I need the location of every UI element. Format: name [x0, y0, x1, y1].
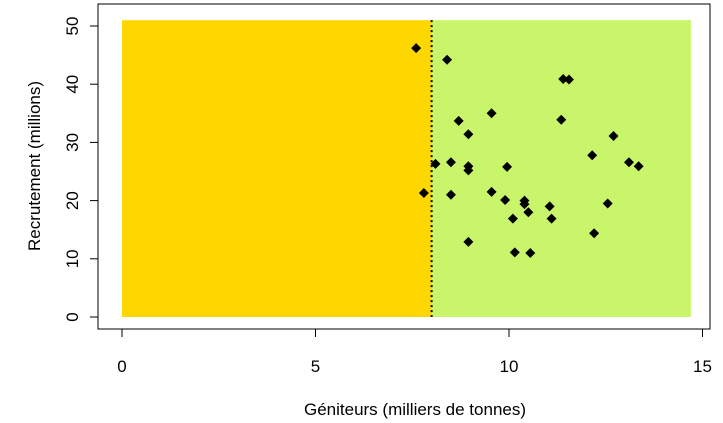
data-point: [525, 247, 536, 258]
data-point: [486, 186, 497, 197]
data-point: [608, 130, 619, 141]
data-point: [519, 199, 530, 210]
y-tick-label: 10: [63, 249, 82, 268]
y-tick-label: 50: [63, 17, 82, 36]
x-axis-title: Géniteurs (milliers de tonnes): [304, 400, 526, 419]
data-point: [463, 165, 474, 176]
data-point: [546, 213, 557, 224]
data-point: [563, 74, 574, 85]
data-point: [587, 150, 598, 161]
data-point: [445, 189, 456, 200]
y-tick-label: 20: [63, 191, 82, 210]
data-point: [589, 228, 600, 239]
data-point: [507, 213, 518, 224]
data-point: [523, 207, 534, 218]
data-point: [544, 201, 555, 212]
y-axis: 0 10 20 30 40 50: [63, 17, 98, 322]
x-tick-label: 0: [117, 357, 126, 376]
x-tick-label: 10: [500, 357, 519, 376]
data-point: [486, 108, 497, 119]
data-point: [623, 157, 634, 168]
y-tick-label: 0: [63, 312, 82, 321]
data-point: [463, 236, 474, 247]
data-point: [445, 157, 456, 168]
data-point: [453, 115, 464, 126]
region-0: [122, 20, 432, 318]
data-point: [602, 198, 613, 209]
data-point: [556, 114, 567, 125]
data-point: [633, 161, 644, 172]
data-point: [442, 54, 453, 65]
data-point: [418, 188, 429, 199]
background-regions: [122, 20, 691, 318]
data-point: [558, 73, 569, 84]
y-tick-label: 40: [63, 75, 82, 94]
data-points: [411, 43, 644, 258]
data-point: [430, 158, 441, 169]
x-tick-label: 5: [311, 357, 320, 376]
data-point: [509, 247, 520, 258]
region-1: [431, 20, 691, 318]
y-tick-label: 30: [63, 133, 82, 152]
x-axis: 0 5 10 15: [117, 329, 712, 376]
data-point: [411, 43, 422, 54]
data-point: [463, 129, 474, 140]
data-point: [500, 195, 511, 206]
x-tick-label: 15: [693, 357, 712, 376]
plot-frame: [97, 3, 711, 330]
y-axis-title: Recrutement (millions): [25, 81, 44, 251]
data-point: [502, 161, 513, 172]
